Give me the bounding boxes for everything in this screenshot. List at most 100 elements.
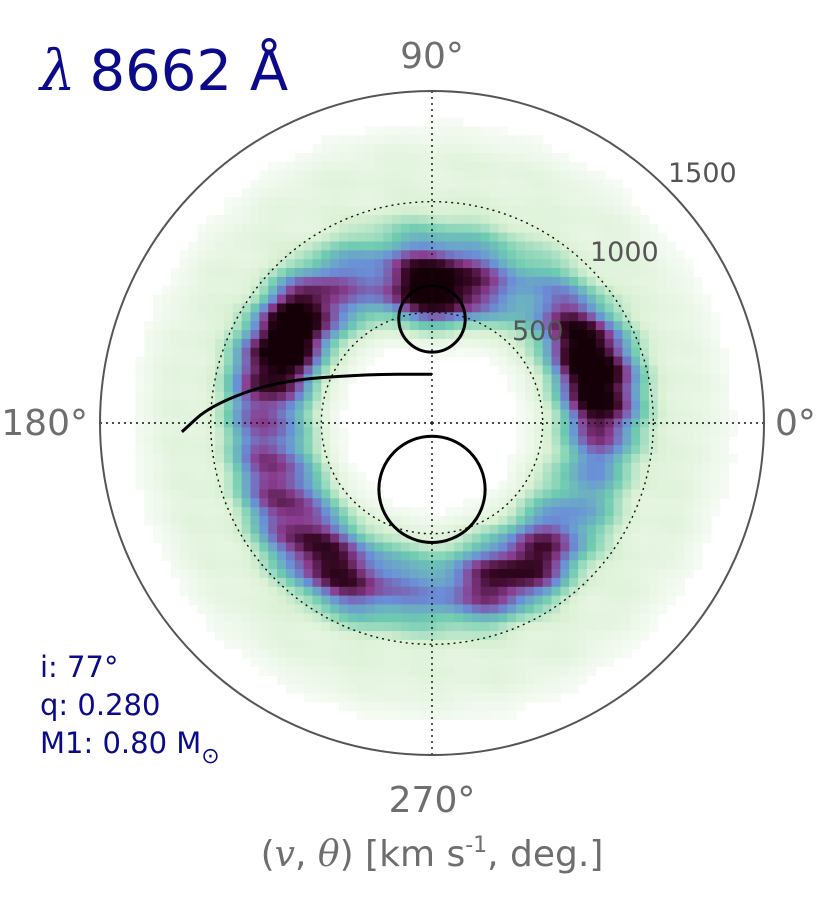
heat-cell <box>347 693 358 703</box>
heat-cell <box>294 675 305 685</box>
heat-cell <box>330 347 340 358</box>
heat-cell <box>436 144 446 154</box>
heat-cell <box>170 321 181 331</box>
heat-cell <box>578 657 588 668</box>
heat-cell <box>648 321 659 331</box>
heat-cell <box>613 524 623 535</box>
heat-cell <box>347 188 358 198</box>
heat-cell <box>586 533 597 544</box>
heat-cell <box>339 507 349 517</box>
heat-cell <box>516 374 526 384</box>
heat-cell <box>418 179 429 189</box>
heat-cell <box>524 542 535 552</box>
heat-cell <box>648 427 659 437</box>
heat-cell <box>206 515 216 526</box>
heat-cell <box>223 259 234 269</box>
heat-cell <box>401 276 411 287</box>
heat-cell <box>507 498 517 508</box>
heat-cell <box>268 383 278 393</box>
heat-cell <box>409 648 420 659</box>
heat-cell <box>613 533 623 544</box>
heat-cell <box>622 577 632 588</box>
heat-cell <box>454 170 464 181</box>
heat-cell <box>268 666 278 676</box>
heat-cell <box>321 197 331 207</box>
heat-cell <box>498 533 508 544</box>
heat-cell <box>356 613 367 623</box>
heat-cell <box>516 285 526 296</box>
heat-cell <box>445 214 455 225</box>
heat-cell <box>516 604 526 614</box>
heat-cell <box>409 330 420 340</box>
heat-cell <box>693 276 703 287</box>
heat-cell <box>436 268 446 278</box>
heat-cell <box>542 648 553 659</box>
heat-cell <box>569 347 579 358</box>
heat-cell <box>179 303 190 313</box>
heat-cell <box>153 365 163 375</box>
heat-cell <box>294 383 305 393</box>
heat-cell <box>179 392 190 402</box>
heat-cell <box>374 639 384 650</box>
heat-cell <box>179 480 190 490</box>
heat-cell <box>631 259 641 269</box>
heat-cell <box>551 551 561 561</box>
heat-cell <box>728 409 739 420</box>
heat-cell <box>578 170 588 181</box>
heat-cell <box>153 471 163 482</box>
heat-cell <box>551 427 561 437</box>
heat-cell <box>277 206 287 216</box>
heat-cell <box>454 560 464 570</box>
heat-cell <box>454 533 464 544</box>
heat-cell <box>507 294 517 305</box>
heat-cell <box>365 241 376 251</box>
heat-cell <box>675 489 685 499</box>
heat-cell <box>347 179 358 189</box>
heat-cell <box>179 577 190 588</box>
heat-cell <box>560 613 570 623</box>
heat-cell <box>312 179 322 189</box>
heat-cell <box>268 648 278 659</box>
heat-cell <box>454 347 464 358</box>
heat-cell <box>533 507 544 517</box>
heat-cell <box>516 418 526 429</box>
heat-cell <box>401 577 411 588</box>
heat-cell <box>666 356 677 367</box>
heat-cell <box>462 533 473 544</box>
heat-cell <box>684 569 694 579</box>
heat-cell <box>657 294 668 305</box>
heat-cell <box>516 427 526 437</box>
heat-cell <box>135 374 145 384</box>
heat-cell <box>312 206 322 216</box>
heat-cell <box>392 613 402 623</box>
heat-cell <box>197 515 207 526</box>
heat-cell <box>383 126 393 136</box>
heat-cell <box>578 268 588 278</box>
heat-cell <box>144 409 154 420</box>
heat-cell <box>215 498 225 508</box>
heat-cell <box>516 321 526 331</box>
heat-cell <box>365 701 376 712</box>
heat-cell <box>710 330 721 340</box>
heat-cell <box>330 259 340 269</box>
heat-cell <box>480 206 491 216</box>
param-inclination: i: 77° <box>40 650 118 684</box>
heat-cell <box>339 693 349 703</box>
heat-cell <box>268 374 278 384</box>
heat-cell <box>427 639 438 650</box>
heat-cell <box>524 507 535 517</box>
heat-cell <box>339 161 349 172</box>
heat-cell <box>560 675 570 685</box>
heat-cell <box>471 595 482 606</box>
heat-cell <box>657 259 668 269</box>
heat-cell <box>170 560 181 570</box>
heat-cell <box>471 648 482 659</box>
heat-cell <box>294 197 305 207</box>
heat-cell <box>516 241 526 251</box>
heat-cell <box>223 303 234 313</box>
heat-cell <box>551 693 561 703</box>
heat-cell <box>170 312 181 322</box>
heat-cell <box>268 206 278 216</box>
heat-cell <box>586 418 597 429</box>
heat-cell <box>498 259 508 269</box>
